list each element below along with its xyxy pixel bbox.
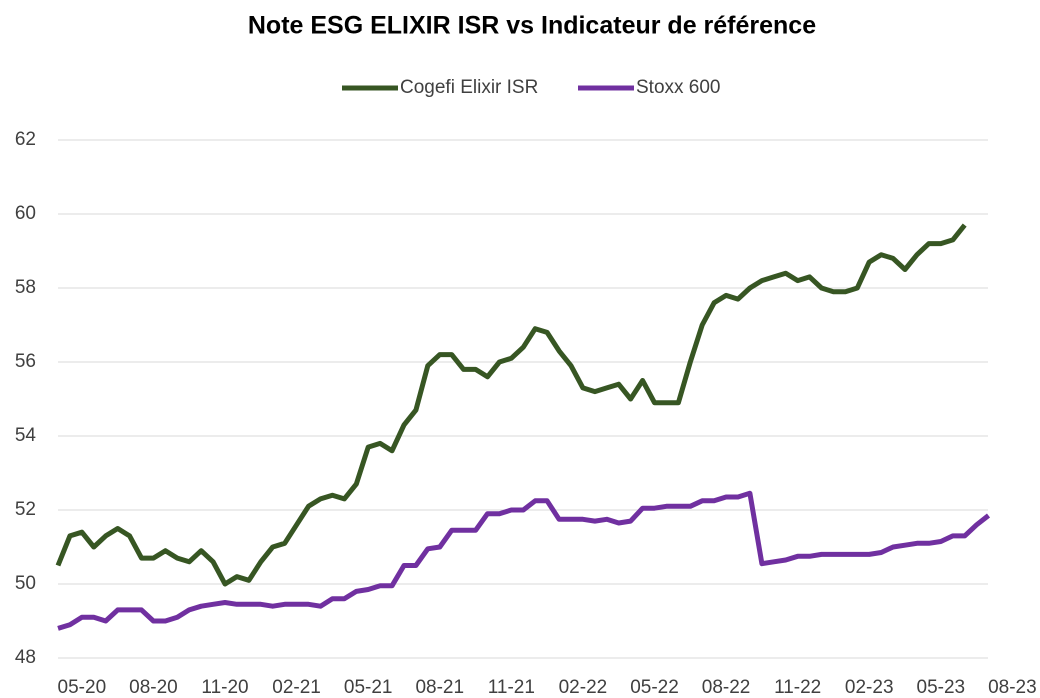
- y-tick-label: 48: [15, 647, 36, 668]
- x-tick-label: 11-21: [488, 677, 535, 698]
- y-tick-label: 58: [15, 277, 36, 298]
- legend-label: Cogefi Elixir ISR: [400, 77, 538, 98]
- y-tick-label: 60: [15, 203, 36, 224]
- x-tick-label: 05-21: [344, 677, 393, 698]
- x-tick-label: 02-23: [845, 677, 894, 698]
- x-tick-label: 08-20: [129, 677, 178, 698]
- y-tick-label: 62: [15, 129, 36, 150]
- y-tick-label: 56: [15, 351, 36, 372]
- x-tick-label: 05-20: [58, 677, 107, 698]
- y-tick-label: 50: [15, 573, 36, 594]
- x-tick-label: 05-22: [630, 677, 679, 698]
- series-line: [57, 490, 991, 631]
- series-line: [55, 223, 967, 587]
- y-tick-label: 52: [15, 499, 36, 520]
- x-tick-label: 02-21: [272, 677, 321, 698]
- x-tick-label: 08-22: [702, 677, 751, 698]
- x-tick-label: 08-21: [415, 677, 464, 698]
- x-tick-label: 08-23: [988, 677, 1037, 698]
- x-tick-label: 11-20: [201, 677, 248, 698]
- x-tick-label: 11-22: [774, 677, 821, 698]
- x-tick-label: 02-22: [559, 677, 608, 698]
- y-tick-label: 54: [15, 425, 37, 446]
- chart-title: Note ESG ELIXIR ISR vs Indicateur de réf…: [248, 12, 816, 40]
- x-tick-label: 05-23: [917, 677, 966, 698]
- legend-label: Stoxx 600: [636, 77, 721, 98]
